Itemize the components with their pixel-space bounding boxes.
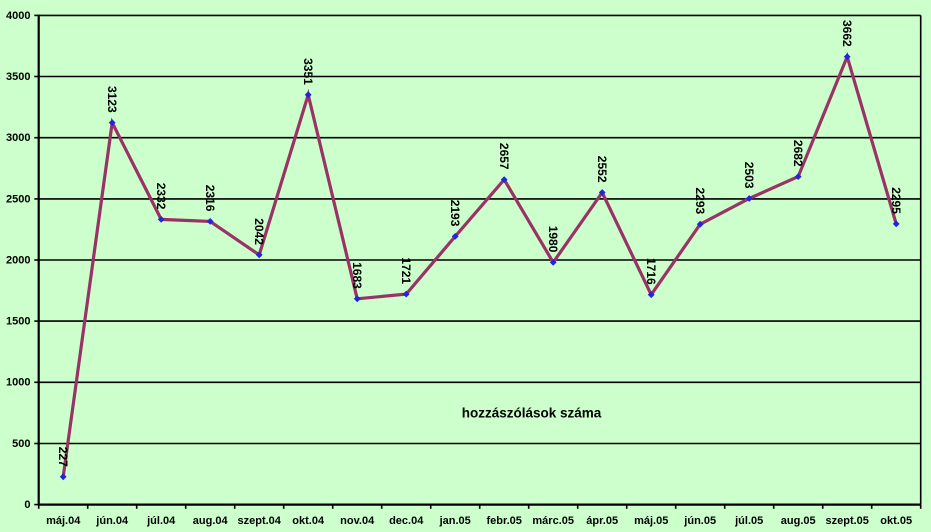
svg-text:2316: 2316: [203, 185, 217, 212]
svg-text:jún.04: jún.04: [95, 515, 129, 527]
svg-text:máj.05: máj.05: [634, 515, 668, 527]
svg-text:szept.05: szept.05: [825, 515, 868, 527]
svg-text:3662: 3662: [840, 20, 854, 47]
svg-text:nov.04: nov.04: [340, 515, 375, 527]
svg-text:2682: 2682: [791, 140, 805, 167]
svg-text:2193: 2193: [448, 200, 462, 227]
svg-text:jún.05: jún.05: [683, 515, 716, 527]
svg-text:febr.05: febr.05: [486, 515, 521, 527]
svg-text:1500: 1500: [6, 316, 30, 328]
svg-text:okt.05: okt.05: [880, 515, 912, 527]
svg-text:2332: 2332: [154, 183, 168, 210]
svg-text:0: 0: [24, 499, 30, 511]
svg-text:227: 227: [56, 447, 70, 467]
svg-text:júl.04: júl.04: [146, 515, 176, 527]
svg-text:3123: 3123: [105, 86, 119, 113]
svg-text:júl.05: júl.05: [734, 515, 763, 527]
svg-text:hozzászólások száma: hozzászólások száma: [462, 405, 602, 420]
svg-text:márc.05: márc.05: [532, 515, 574, 527]
svg-text:2503: 2503: [742, 162, 756, 189]
svg-text:szept.04: szept.04: [237, 515, 281, 527]
svg-text:2295: 2295: [889, 187, 903, 214]
svg-text:2552: 2552: [595, 156, 609, 183]
svg-text:3351: 3351: [301, 58, 315, 85]
svg-text:1683: 1683: [350, 262, 364, 289]
svg-text:dec.04: dec.04: [389, 515, 424, 527]
svg-text:1716: 1716: [644, 258, 658, 285]
svg-text:4000: 4000: [6, 10, 30, 22]
svg-text:jan.05: jan.05: [439, 515, 471, 527]
svg-text:1721: 1721: [399, 257, 413, 284]
svg-text:okt.04: okt.04: [292, 515, 325, 527]
svg-text:3500: 3500: [6, 71, 30, 83]
svg-text:1000: 1000: [6, 377, 30, 389]
svg-text:2000: 2000: [6, 254, 30, 266]
svg-text:ápr.05: ápr.05: [586, 515, 618, 527]
svg-text:3000: 3000: [6, 132, 30, 144]
svg-text:2293: 2293: [693, 187, 707, 214]
svg-text:2042: 2042: [252, 218, 266, 245]
svg-text:500: 500: [12, 438, 30, 450]
svg-text:máj.04: máj.04: [46, 515, 81, 527]
svg-text:aug.04: aug.04: [193, 515, 229, 527]
svg-text:2657: 2657: [497, 143, 511, 170]
svg-text:1980: 1980: [546, 226, 560, 253]
svg-text:aug.05: aug.05: [781, 515, 816, 527]
svg-text:2500: 2500: [6, 193, 30, 205]
